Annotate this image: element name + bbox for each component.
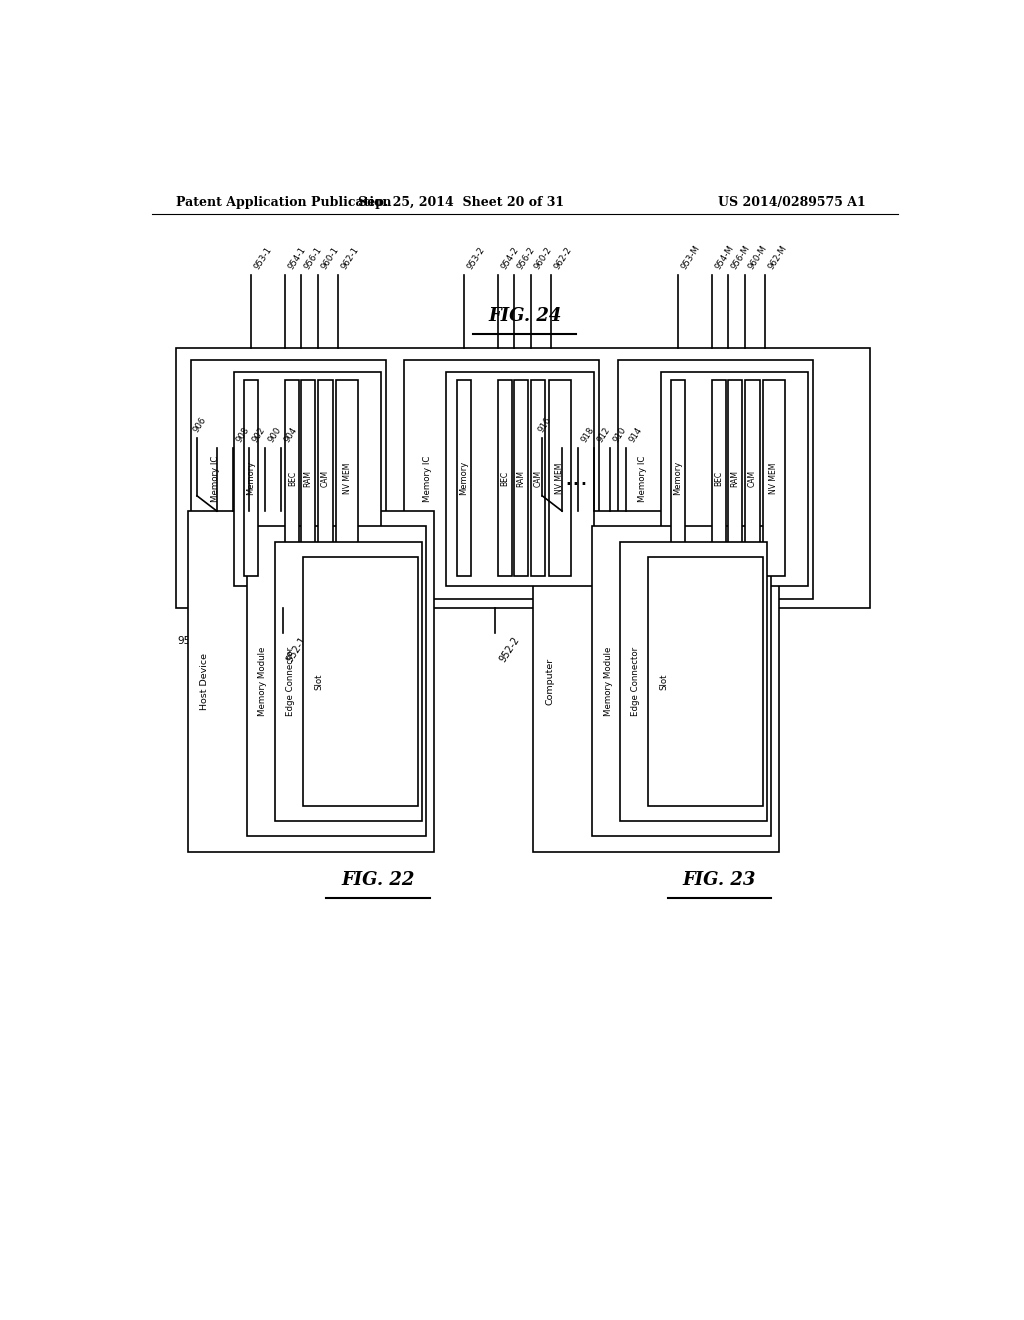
Text: BEC: BEC [501,470,510,486]
Text: 953-1: 953-1 [253,246,273,271]
Bar [712,380,726,576]
Text: ...: ... [564,466,589,490]
Bar [233,372,381,586]
Bar [303,557,418,805]
Text: US 2014/0289575 A1: US 2014/0289575 A1 [718,195,866,209]
Text: 908: 908 [234,425,251,444]
Text: NV MEM: NV MEM [769,462,778,494]
Text: 954-M: 954-M [714,244,736,271]
Text: Memory Module: Memory Module [603,647,612,715]
Text: NV MEM: NV MEM [343,462,351,494]
Bar [618,359,813,598]
Text: 954-1: 954-1 [287,246,308,271]
Bar [660,372,808,586]
Text: 918: 918 [580,425,596,444]
Text: 956-1: 956-1 [303,246,324,271]
Bar [404,359,599,598]
Bar [274,541,422,821]
Text: 912: 912 [595,425,612,444]
Text: Sep. 25, 2014  Sheet 20 of 31: Sep. 25, 2014 Sheet 20 of 31 [358,195,564,209]
Bar [318,380,333,576]
Bar [648,557,763,805]
Text: RAM: RAM [304,470,312,487]
Bar [531,380,546,576]
Text: NV MEM: NV MEM [555,462,564,494]
Text: BEC: BEC [715,470,724,486]
Text: 956-2: 956-2 [515,246,537,271]
Text: RAM: RAM [516,470,525,487]
Bar [457,380,471,576]
Text: 904: 904 [283,425,299,444]
Bar [532,511,779,851]
Text: 910: 910 [611,425,628,444]
Text: BEC: BEC [288,470,297,486]
Text: Slot: Slot [314,673,323,689]
Bar [191,359,386,598]
Text: Edge Connector: Edge Connector [632,647,640,715]
Text: FIG. 24: FIG. 24 [488,308,561,325]
Text: 962-2: 962-2 [553,246,573,271]
Text: CAM: CAM [749,470,757,487]
Text: 962-1: 962-1 [340,246,361,271]
Bar [244,380,258,576]
Text: 952-2: 952-2 [498,635,521,664]
Bar [592,527,771,837]
Text: 953-2: 953-2 [465,246,486,271]
Text: Memory IC: Memory IC [424,455,432,503]
Bar [514,380,528,576]
Bar [620,541,767,821]
Text: 953-M: 953-M [680,244,701,271]
Text: 960-1: 960-1 [321,246,341,271]
Text: 960-2: 960-2 [532,246,554,271]
Text: 906: 906 [191,416,208,434]
Text: RAM: RAM [730,470,739,487]
Bar [745,380,760,576]
Text: Patent Application Publication: Patent Application Publication [176,195,391,209]
Bar [671,380,685,576]
Text: Host Device: Host Device [201,653,210,710]
Text: 956-M: 956-M [729,244,752,271]
Text: 960-M: 960-M [748,244,769,271]
Text: 950: 950 [177,636,197,645]
Text: 916: 916 [537,416,553,434]
Bar [247,527,426,837]
Text: Slot: Slot [659,673,669,689]
Bar [301,380,315,576]
Text: 900: 900 [267,425,284,444]
Bar [336,380,358,576]
Bar [498,380,512,576]
Bar [176,348,870,607]
Text: Memory Module: Memory Module [258,647,267,715]
Bar [728,380,742,576]
Text: Memory: Memory [247,461,256,495]
Text: FIG. 23: FIG. 23 [683,871,756,890]
Bar [763,380,785,576]
Text: 954-2: 954-2 [500,246,520,271]
Text: 914: 914 [627,425,644,444]
Text: FIG. 22: FIG. 22 [341,871,415,890]
Bar [446,372,594,586]
Text: 902: 902 [250,425,266,444]
Text: 952-1: 952-1 [285,635,309,664]
Text: Memory IC: Memory IC [638,455,647,503]
Text: Memory: Memory [674,461,682,495]
Text: Memory: Memory [459,461,468,495]
Text: Computer: Computer [546,657,555,705]
Text: 962-M: 962-M [767,244,790,271]
Bar [187,511,433,851]
Text: 952-M: 952-M [712,635,737,667]
Text: CAM: CAM [534,470,543,487]
Bar [549,380,570,576]
Text: Memory IC: Memory IC [211,455,220,503]
Text: CAM: CAM [322,470,330,487]
Text: Edge Connector: Edge Connector [286,647,295,715]
Bar [285,380,299,576]
